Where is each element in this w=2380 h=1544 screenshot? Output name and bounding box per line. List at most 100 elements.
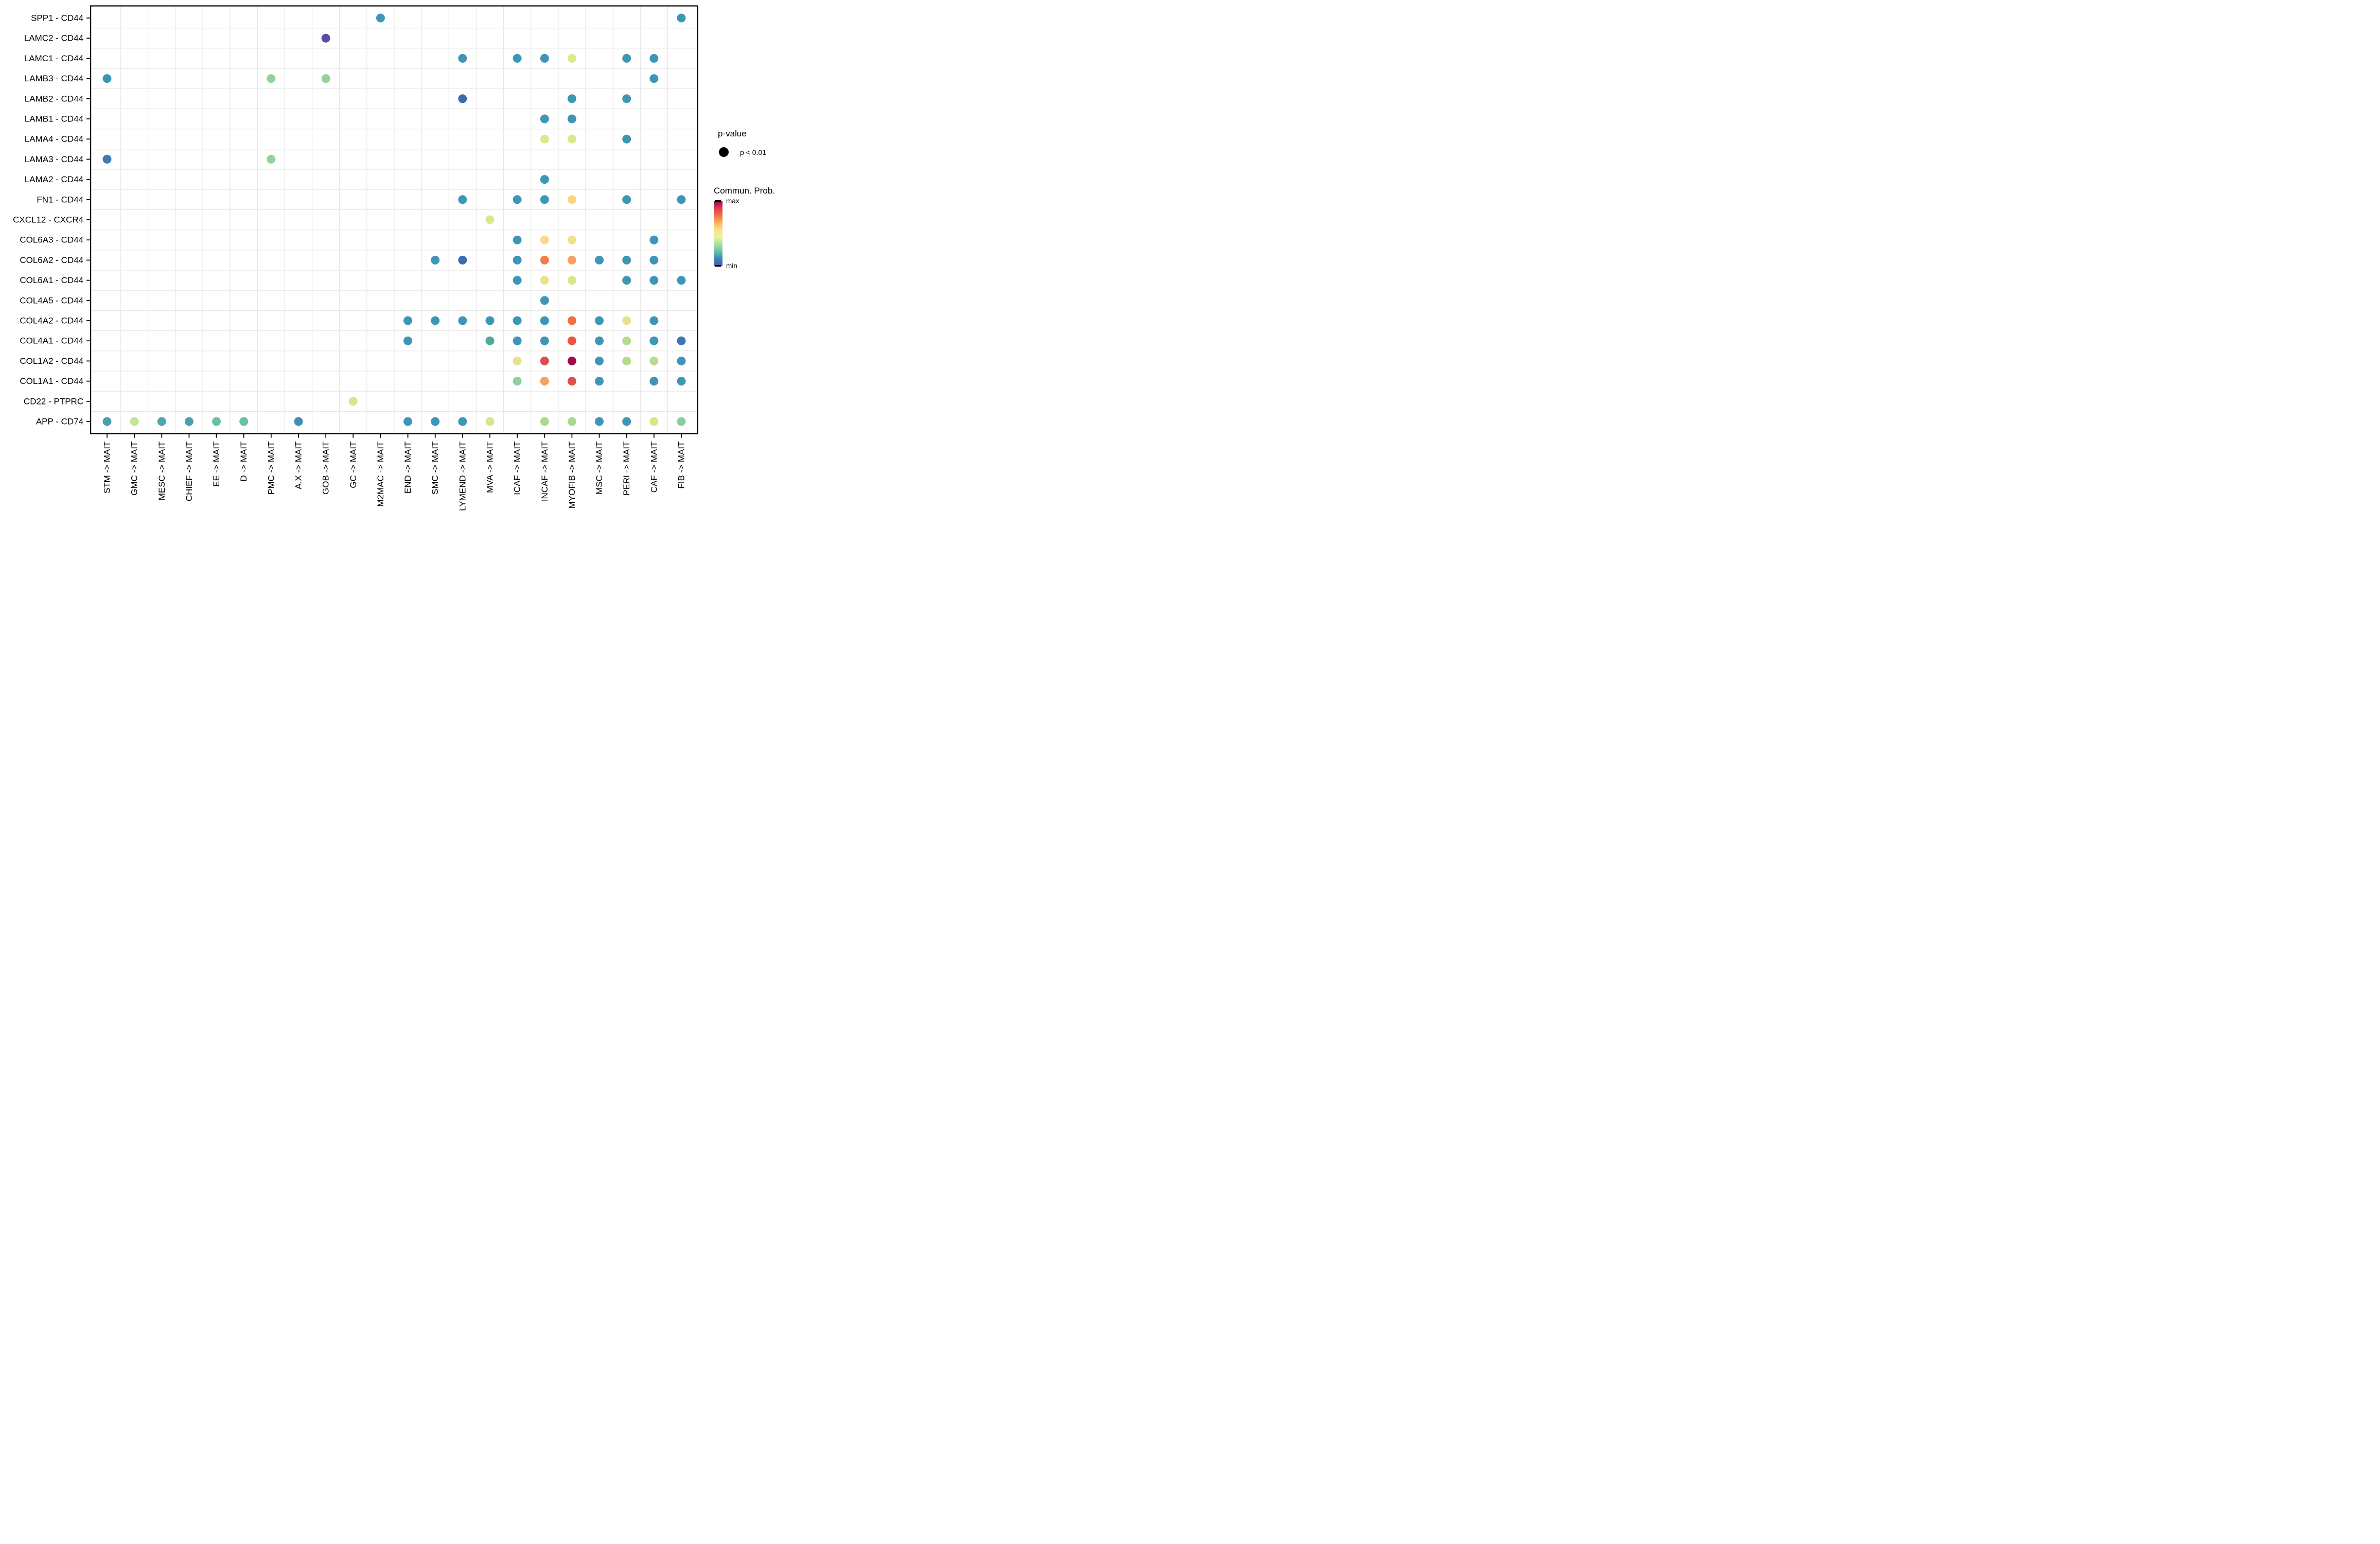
data-point	[677, 336, 686, 345]
data-point	[102, 74, 112, 83]
data-point	[485, 336, 495, 345]
y-axis-label: FN1 - CD44	[37, 195, 83, 204]
data-point	[622, 316, 631, 325]
data-point	[513, 276, 522, 285]
data-point	[540, 417, 549, 426]
colorbar-legend: Commun. Prob. max min	[714, 186, 775, 270]
data-point	[513, 336, 522, 345]
data-point	[540, 235, 549, 244]
data-point	[485, 417, 495, 426]
y-axis-label: LAMB3 - CD44	[25, 74, 83, 83]
data-point	[513, 316, 522, 325]
x-axis-label: PMC -> MAIT	[266, 442, 276, 495]
data-point	[540, 316, 549, 325]
y-axis-label: LAMA2 - CD44	[25, 174, 83, 184]
data-point	[622, 417, 631, 426]
x-axis-label: MVA -> MAIT	[485, 442, 495, 493]
data-point	[458, 195, 467, 204]
y-axis-label: CD22 - PTPRC	[24, 396, 83, 406]
data-point	[649, 54, 659, 63]
data-point	[321, 74, 330, 83]
data-point	[622, 54, 631, 63]
colorbar-gradient	[714, 200, 722, 267]
y-axis-label: COL4A2 - CD44	[20, 316, 83, 326]
x-axis-label: END -> MAIT	[403, 442, 413, 494]
data-point	[321, 33, 330, 43]
y-axis-label: COL1A1 - CD44	[20, 376, 83, 386]
data-point	[458, 417, 467, 426]
data-point	[184, 417, 193, 426]
data-point	[649, 276, 659, 285]
data-point	[649, 74, 659, 83]
data-point	[431, 316, 440, 325]
data-point	[649, 417, 659, 426]
data-point	[567, 235, 576, 244]
data-point	[595, 336, 604, 345]
data-point	[540, 195, 549, 204]
y-axis-label: COL6A1 - CD44	[20, 275, 83, 285]
data-point	[649, 235, 659, 244]
pvalue-legend-item: p < 0.01	[718, 147, 766, 157]
x-axis-label: LYMEND -> MAIT	[457, 442, 467, 511]
data-point	[458, 316, 467, 325]
data-point	[567, 94, 576, 103]
data-point	[513, 255, 522, 265]
colorbar-min-label: min	[726, 262, 737, 270]
data-point	[458, 54, 467, 63]
data-point	[567, 276, 576, 285]
data-point	[157, 417, 166, 426]
data-point	[595, 255, 604, 265]
pvalue-legend-title: p-value	[718, 129, 747, 138]
data-point	[458, 255, 467, 265]
x-axis-label: PERI -> MAIT	[622, 442, 631, 496]
data-point	[649, 255, 659, 265]
x-axis-label: CHIEF -> MAIT	[184, 442, 194, 502]
y-axis-label: COL4A1 - CD44	[20, 336, 83, 346]
data-point	[595, 356, 604, 365]
data-point	[649, 377, 659, 386]
data-point	[622, 276, 631, 285]
data-point	[513, 356, 522, 365]
data-point	[540, 114, 549, 124]
x-axis-label: FIB -> MAIT	[677, 442, 686, 489]
x-axis-label: INCAF -> MAIT	[540, 442, 550, 502]
x-axis-label: GMC -> MAIT	[130, 442, 139, 496]
data-point	[102, 417, 112, 426]
bubble-plot-figure: SPP1 - CD44 LAMC2 - CD44 LAMC1 - CD44 LAMB3…	[0, 0, 794, 515]
y-axis-label: LAMC2 - CD44	[24, 33, 83, 43]
pvalue-dot-icon	[719, 147, 729, 157]
data-point	[348, 397, 358, 406]
data-point	[513, 195, 522, 204]
y-axis-label: COL6A3 - CD44	[20, 235, 83, 245]
data-point	[622, 255, 631, 265]
data-point	[540, 356, 549, 365]
data-point	[130, 417, 139, 426]
data-point	[622, 336, 631, 345]
data-point	[513, 235, 522, 244]
data-point	[458, 94, 467, 103]
x-axis-label: MSC -> MAIT	[594, 442, 604, 495]
data-point	[294, 417, 303, 426]
data-point	[622, 94, 631, 103]
pvalue-item-label: p < 0.01	[740, 148, 766, 156]
colorbar-title: Commun. Prob.	[714, 186, 775, 196]
colorbar-wrap: max min	[714, 197, 775, 270]
data-point	[540, 134, 549, 144]
x-axis-label: CAF -> MAIT	[649, 442, 659, 493]
y-axis-label: LAMB2 - CD44	[25, 94, 83, 103]
data-point	[677, 377, 686, 386]
data-point	[540, 336, 549, 345]
data-point	[239, 417, 249, 426]
data-point	[567, 195, 576, 204]
x-axis-label: GOB -> MAIT	[321, 442, 331, 495]
data-point	[212, 417, 221, 426]
data-point	[540, 296, 549, 305]
x-axis-label: A.X -> MAIT	[294, 442, 304, 489]
data-point	[649, 356, 659, 365]
x-axis-label: GC -> MAIT	[348, 442, 358, 488]
data-point	[677, 417, 686, 426]
data-point	[540, 276, 549, 285]
data-point	[677, 195, 686, 204]
data-point	[622, 195, 631, 204]
y-axis-label: COL1A2 - CD44	[20, 356, 83, 366]
